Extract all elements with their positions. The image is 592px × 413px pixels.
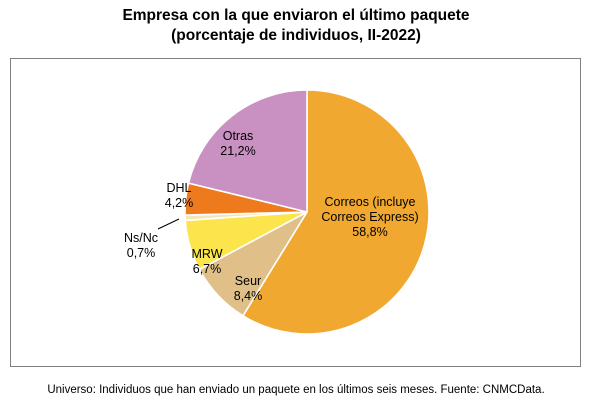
chart-title: Empresa con la que enviaron el último pa… [122,7,470,24]
slice-name-correos: Correos Express) [321,210,418,224]
chart-subtitle: (porcentaje de individuos, II-2022) [171,27,421,44]
slice-value-correos: 58,8% [352,225,387,239]
slice-value-dhl: 4,2% [165,196,194,210]
slice-name-otras: Otras [223,129,254,143]
pie-slice-otras [187,89,308,213]
slice-label-mrw: MRW 6,7% [191,247,222,276]
source-caption: Universo: Individuos que han enviado un … [47,384,545,396]
slice-name-mrw: MRW [191,247,222,261]
slice-label-otras: Otras 21,2% [220,129,255,158]
slice-name-correos: Correos (incluye [324,195,415,209]
slice-value-otras: 21,2% [220,144,255,158]
chart-title-block: Empresa con la que enviaron el último pa… [0,6,592,46]
slice-label-seur: Seur 8,4% [234,274,263,303]
slice-value-seur: 8,4% [234,289,263,303]
pie-slice-correos [242,89,430,335]
slice-value-nsnc: 0,7% [127,246,156,260]
leader-line-nsnc [157,218,180,230]
slice-value-mrw: 6,7% [193,262,222,276]
slice-label-nsnc: Ns/Nc 0,7% [124,231,158,260]
pie-chart: Correos (incluye Correos Express) 58,8% Seu… [124,89,430,335]
slice-name-dhl: DHL [166,181,191,195]
slice-name-seur: Seur [235,274,261,288]
chart-area: Correos (incluye Correos Express) 58,8% Seu… [10,58,581,367]
slice-label-correos: Correos (incluye Correos Express) 58,8% [321,195,418,239]
slice-label-dhl: DHL 4,2% [165,181,194,210]
slice-name-nsnc: Ns/Nc [124,231,158,245]
